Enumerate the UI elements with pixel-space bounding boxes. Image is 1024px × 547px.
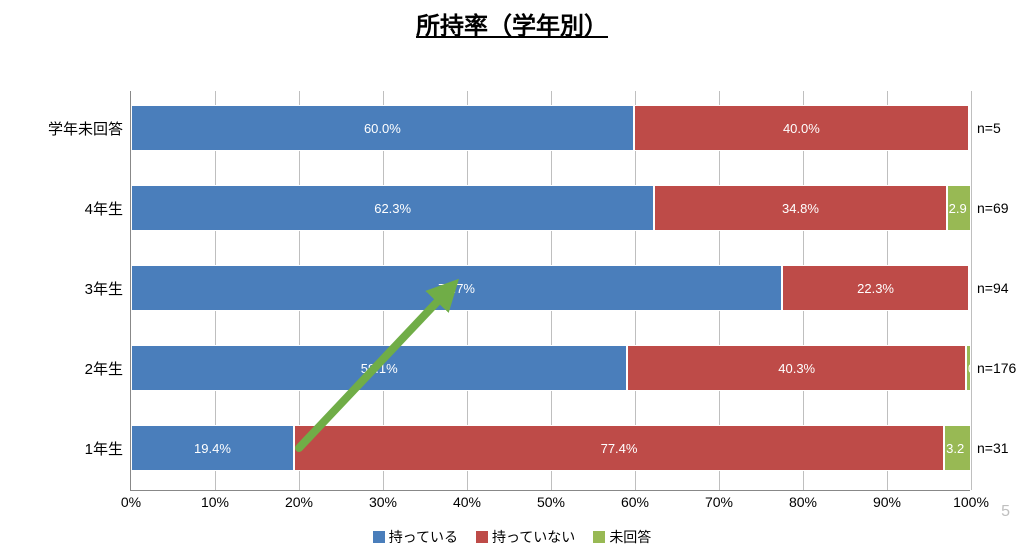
bar-segment-have: 77.7% xyxy=(131,265,782,311)
bar-segment-have: 62.3% xyxy=(131,185,654,231)
legend-label: 持っている xyxy=(389,527,458,547)
bar-segment-nothave: 22.3% xyxy=(782,265,969,311)
x-tick-label: 20% xyxy=(285,490,313,510)
bar-segment-na: 2.9 xyxy=(947,185,971,231)
legend-swatch xyxy=(476,531,488,543)
plot-area: 0%10%20%30%40%50%60%70%80%90%100%学年未回答60… xyxy=(130,91,970,491)
bar-segment-nothave: 34.8% xyxy=(654,185,946,231)
n-label: n=5 xyxy=(971,105,1001,151)
legend-label: 持っていない xyxy=(492,527,575,547)
bar-row: 4年生62.3%34.8%2.9n=69 xyxy=(131,185,971,231)
bar-value-label: 19.4% xyxy=(194,441,231,456)
x-tick-label: 90% xyxy=(873,490,901,510)
bar-segment-nothave: 40.0% xyxy=(634,105,969,151)
legend-swatch xyxy=(593,531,605,543)
legend-item: 持っていない xyxy=(476,527,575,547)
category-label: 3年生 xyxy=(85,265,131,311)
x-tick-label: 60% xyxy=(621,490,649,510)
bar-segment-na: 3.2 xyxy=(944,425,971,471)
x-tick-label: 0% xyxy=(121,490,141,510)
category-label: 2年生 xyxy=(85,345,131,391)
n-label: n=69 xyxy=(971,185,1009,231)
legend-item: 持っている xyxy=(373,527,458,547)
bar-segment-have: 59.1% xyxy=(131,345,627,391)
bar-segment-have: 60.0% xyxy=(131,105,634,151)
category-label: 1年生 xyxy=(85,425,131,471)
n-label: n=31 xyxy=(971,425,1009,471)
chart-area: 0% 10% 20% 30% 40% 50% 60% 70% 80% 90% 100% 学年未回答 60… xyxy=(0,45,1024,521)
bar-segment-nothave: 77.4% xyxy=(294,425,944,471)
x-tick-label: 80% xyxy=(789,490,817,510)
page-number: 5 xyxy=(1001,503,1010,521)
category-label: 4年生 xyxy=(85,185,131,231)
bar-value-label: 60.0% xyxy=(364,121,401,136)
bar-row: 2年生59.1%40.3%0.6n=176 xyxy=(131,345,971,391)
n-label: n=94 xyxy=(971,265,1009,311)
bar-value-label: 77.7% xyxy=(438,281,475,296)
x-tick-label: 40% xyxy=(453,490,481,510)
bar-value-label: 62.3% xyxy=(374,201,411,216)
bar-value-label: 40.3% xyxy=(778,361,815,376)
chart-title: 所持率（学年別） xyxy=(0,6,1024,41)
bar-value-label: 59.1% xyxy=(361,361,398,376)
x-tick-label: 70% xyxy=(705,490,733,510)
bar-value-label: 3.2 xyxy=(946,441,964,456)
bar-value-label: 40.0% xyxy=(783,121,820,136)
n-label: n=176 xyxy=(971,345,1016,391)
x-tick-label: 100% xyxy=(953,490,989,510)
bar-segment-have: 19.4% xyxy=(131,425,294,471)
legend-label: 未回答 xyxy=(609,527,651,547)
bar-row: 3年生77.7%22.3%n=94 xyxy=(131,265,971,311)
legend-item: 未回答 xyxy=(593,527,651,547)
bar-value-label: 22.3% xyxy=(857,281,894,296)
bar-value-label: 2.9 xyxy=(949,201,967,216)
x-tick-label: 10% xyxy=(201,490,229,510)
bar-row: 学年未回答60.0%40.0%n=5 xyxy=(131,105,971,151)
x-tick-label: 50% xyxy=(537,490,565,510)
bar-value-label: 77.4% xyxy=(601,441,638,456)
bar-row: 1年生19.4%77.4%3.2n=31 xyxy=(131,425,971,471)
bar-value-label: 34.8% xyxy=(782,201,819,216)
bar-segment-nothave: 40.3% xyxy=(627,345,966,391)
legend-swatch xyxy=(373,531,385,543)
category-label: 学年未回答 xyxy=(48,105,131,151)
x-tick-label: 30% xyxy=(369,490,397,510)
legend: 持っている 持っていない 未回答 xyxy=(0,527,1024,547)
